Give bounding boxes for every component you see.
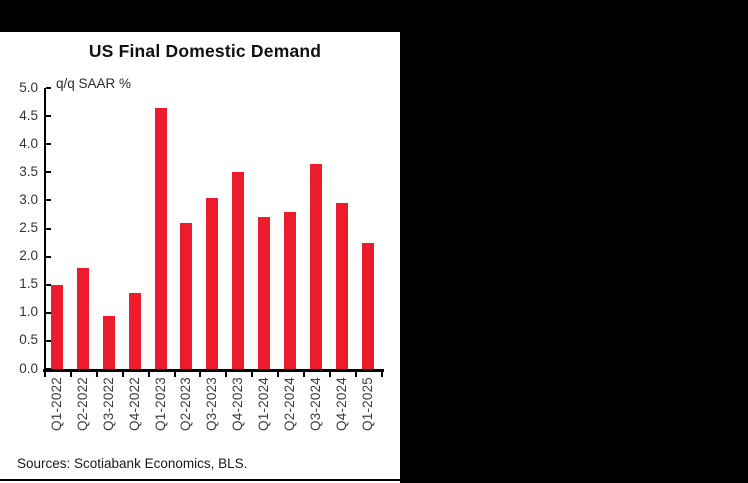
- x-axis-tick: [380, 372, 383, 377]
- x-axis-tick-label: Q2-2022: [74, 377, 90, 431]
- y-axis-tick: [46, 143, 51, 146]
- x-axis-tick-label: Q4-2024: [333, 377, 349, 431]
- chart-panel: US Final Domestic Demand q/q SAAR % 5.0 4…: [0, 32, 400, 483]
- bar-q3-2022: [102, 315, 115, 369]
- bar-q2-2022: [76, 267, 89, 369]
- y-axis-tick-label: 3.5: [19, 163, 38, 179]
- y-axis-tick-label: 1.0: [19, 304, 38, 320]
- x-axis-tick: [354, 372, 357, 377]
- y-axis-tick-label: 5.0: [19, 79, 38, 95]
- bar-q3-2024: [309, 163, 322, 369]
- y-axis-line: [44, 88, 46, 372]
- x-axis-tick: [121, 372, 124, 377]
- y-axis-tick-label: 0.5: [19, 332, 38, 348]
- bar-q4-2022: [128, 293, 141, 369]
- x-axis-line: [43, 369, 384, 372]
- x-axis-tick: [147, 372, 150, 377]
- bar-q4-2023: [232, 172, 245, 369]
- x-axis-tick-label: Q1-2024: [256, 377, 272, 431]
- right-black-panel: [400, 0, 748, 483]
- x-axis-tick: [328, 372, 331, 377]
- y-axis-tick-label: 4.5: [19, 107, 38, 123]
- y-axis-tick-label: 2.5: [19, 220, 38, 235]
- y-axis-tick: [46, 368, 51, 370]
- x-axis-tick-label: Q1-2025: [359, 377, 375, 431]
- y-axis-tick-label: 2.0: [19, 248, 38, 264]
- bar-q1-2024: [258, 217, 271, 369]
- y-axis-unit-label: q/q SAAR %: [56, 76, 132, 91]
- x-axis-tick: [303, 372, 305, 377]
- bar-q1-2023: [154, 107, 167, 369]
- y-axis-tick-label: 0.0: [19, 360, 38, 376]
- x-axis-tick: [95, 372, 98, 377]
- y-axis-tick: [46, 255, 51, 258]
- x-axis-tick-label: Q4-2022: [126, 377, 142, 431]
- y-axis-tick: [46, 283, 51, 286]
- x-axis-tick-label: Q1-2023: [152, 377, 168, 431]
- x-axis-tick-label: Q2-2024: [282, 377, 298, 431]
- y-axis-tick: [46, 227, 51, 230]
- bar-q2-2023: [180, 222, 193, 369]
- bar-q1-2022: [50, 284, 63, 369]
- bottom-rule: [0, 479, 400, 481]
- y-axis-tick: [46, 115, 51, 118]
- y-axis-tick: [46, 87, 51, 89]
- x-axis-tick: [69, 372, 72, 377]
- chart-title: US Final Domestic Demand: [88, 41, 322, 61]
- x-axis-tick: [173, 372, 176, 377]
- x-axis-tick: [277, 372, 280, 377]
- bar-q2-2024: [284, 211, 297, 369]
- x-axis-tick-label: Q3-2022: [100, 377, 116, 431]
- y-axis-tick: [46, 311, 51, 314]
- bar-q1-2025: [361, 242, 374, 369]
- y-axis-tick: [46, 171, 51, 174]
- bar-q3-2023: [206, 197, 219, 369]
- x-axis-tick: [225, 372, 228, 377]
- x-axis-tick: [251, 372, 254, 377]
- x-axis-tick-label: Q2-2023: [178, 377, 194, 431]
- y-axis-tick-label: 4.0: [19, 135, 38, 151]
- y-axis-tick-label: 1.5: [19, 276, 38, 292]
- y-axis-tick-label: 3.0: [19, 191, 38, 207]
- y-axis-tick: [46, 339, 51, 342]
- source-note: Sources: Scotiabank Economics, BLS.: [17, 456, 248, 471]
- y-axis-tick: [46, 199, 51, 202]
- x-axis-tick: [44, 372, 46, 377]
- x-axis-tick: [199, 372, 202, 377]
- x-axis-tick-label: Q3-2024: [307, 377, 323, 431]
- bar-q4-2024: [335, 203, 348, 369]
- x-axis-tick-label: Q4-2023: [230, 377, 246, 431]
- x-axis-tick-label: Q3-2023: [204, 377, 220, 431]
- x-axis-tick-label: Q1-2022: [48, 377, 64, 431]
